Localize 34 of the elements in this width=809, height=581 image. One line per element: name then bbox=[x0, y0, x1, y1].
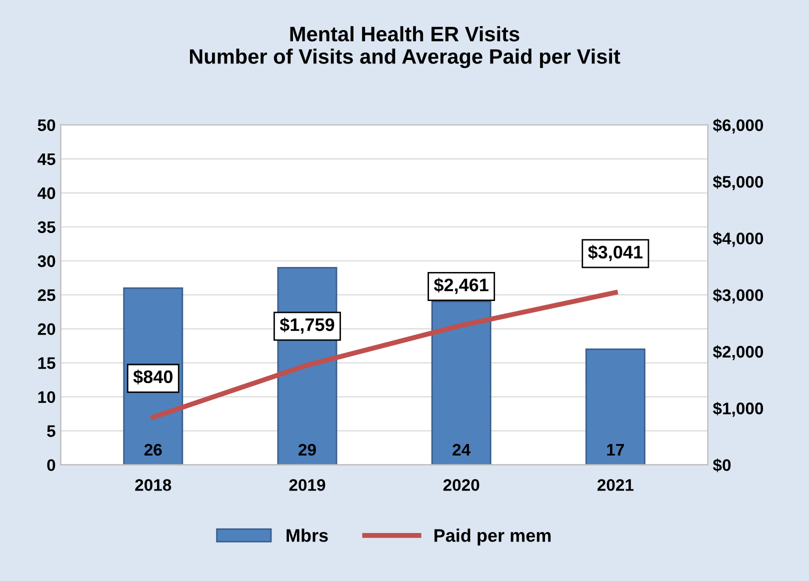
y-tick-label: 25 bbox=[38, 289, 56, 302]
y-tick-label: 35 bbox=[38, 221, 56, 234]
x-tick-label: 2019 bbox=[289, 479, 326, 491]
data-label: $3,041 bbox=[588, 244, 643, 262]
data-label: $2,461 bbox=[434, 278, 488, 294]
y-tick-label: 40 bbox=[38, 187, 56, 200]
y2-tick-label: $5,000 bbox=[712, 175, 764, 190]
y-tick-label: 30 bbox=[38, 255, 56, 268]
y-tick-label: 5 bbox=[47, 425, 56, 438]
y-tick-label: 0 bbox=[47, 459, 56, 472]
data-label: 29 bbox=[298, 444, 316, 456]
y2-tick-label: $3,000 bbox=[712, 288, 764, 304]
legend-label: Paid per mem bbox=[434, 528, 551, 546]
x-tick-label: 2018 bbox=[135, 479, 172, 491]
bar bbox=[585, 348, 646, 465]
y-tick-label: 10 bbox=[38, 391, 56, 404]
data-label: $840 bbox=[133, 370, 172, 384]
y-tick-label: 50 bbox=[38, 119, 56, 132]
legend-label: Mbrs bbox=[286, 528, 328, 542]
y-tick-label: 15 bbox=[38, 357, 56, 370]
x-tick-label: 2021 bbox=[597, 479, 634, 491]
y2-tick-label: $0 bbox=[712, 458, 731, 472]
data-label: 26 bbox=[144, 444, 162, 456]
y-tick-label: 45 bbox=[38, 153, 56, 166]
y-tick-label: 20 bbox=[38, 323, 56, 336]
y2-tick-label: $1,000 bbox=[712, 402, 764, 417]
data-label: 24 bbox=[452, 444, 471, 456]
data-label: $1,759 bbox=[280, 318, 334, 334]
chart-title: Mental Health ER Visits Number of Visits and Average Paid per Visit bbox=[190, 26, 620, 68]
y2-tick-label: $6,000 bbox=[712, 118, 764, 134]
data-label: 17 bbox=[607, 444, 624, 456]
y2-tick-label: $2,000 bbox=[712, 345, 764, 360]
x-tick-label: 2020 bbox=[443, 479, 480, 491]
y2-tick-label: $4,000 bbox=[712, 232, 764, 247]
